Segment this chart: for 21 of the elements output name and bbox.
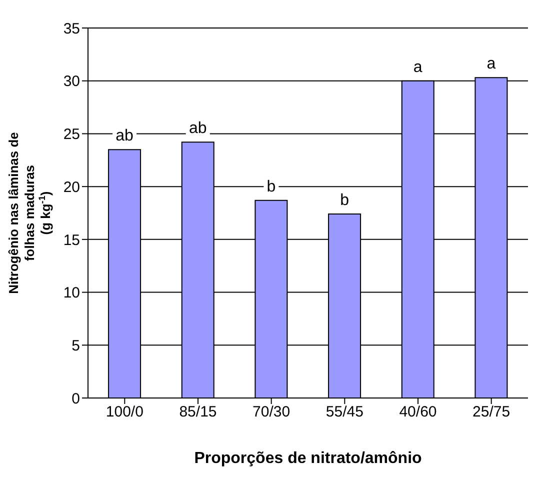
y-tick-label: 25 [63,126,80,144]
x-tick-label: 70/30 [252,404,290,421]
x-axis-title: Proporções de nitrato/amônio [194,450,422,467]
y-tick-label: 10 [63,284,80,302]
annotation: a [486,56,496,73]
x-tick-label: 55/45 [326,404,364,421]
y-tick-label: 20 [63,178,80,196]
annotation: ab [116,128,134,145]
annotation: a [413,58,422,76]
y-tick-label: 15 [63,232,80,249]
x-tick-label: 85/15 [179,404,217,421]
x-tick-label: 100/0 [106,404,144,421]
x-tick-label: 25/75 [472,404,510,421]
y-tick-label: 0 [72,390,80,408]
y-tick-label: 35 [63,20,80,38]
annotation: b [340,192,350,210]
y-tick-label: 5 [72,337,80,354]
annotation: ab [188,120,207,138]
y-tick-label: 30 [63,73,80,90]
annotation: b [266,178,276,196]
x-tick-label: 40/60 [399,404,437,421]
